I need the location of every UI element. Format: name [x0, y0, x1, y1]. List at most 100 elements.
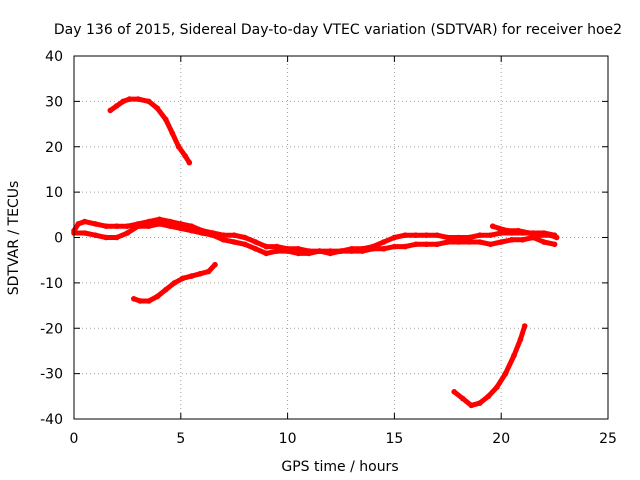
y-tick-label: -30 [40, 367, 63, 383]
data-point [316, 248, 323, 254]
data-point [103, 223, 109, 229]
data-point [146, 98, 152, 105]
data-point [180, 275, 186, 282]
data-point [509, 237, 515, 243]
data-point [391, 234, 398, 241]
data-point [175, 144, 182, 150]
data-point [434, 241, 440, 248]
data-point [163, 286, 169, 293]
data-point [477, 232, 483, 238]
data-point [188, 223, 195, 229]
data-point [126, 96, 133, 102]
data-point [519, 237, 526, 243]
data-point [135, 223, 141, 229]
data-point [402, 243, 408, 250]
data-point [451, 389, 458, 395]
data-point [468, 402, 475, 409]
data-point [113, 103, 120, 109]
data-point [92, 221, 99, 227]
y-tick-label: -40 [40, 412, 63, 428]
data-point [124, 223, 131, 229]
data-point [274, 248, 280, 254]
data-point [212, 261, 218, 268]
data-point [178, 225, 184, 232]
data-point [494, 384, 500, 391]
data-point [359, 248, 366, 254]
data-point [120, 98, 126, 105]
x-tick-label: 10 [279, 431, 297, 447]
data-point [197, 271, 203, 277]
data-point [135, 96, 141, 102]
data-point [498, 239, 505, 245]
data-point [487, 232, 494, 238]
data-point [113, 234, 120, 241]
data-point [171, 280, 178, 286]
y-tick-label: 40 [45, 49, 63, 65]
x-tick-label: 15 [385, 431, 403, 447]
data-point [103, 234, 109, 241]
data-series [71, 96, 560, 409]
x-axis-label: GPS time / hours [281, 459, 398, 475]
data-point [423, 241, 430, 248]
data-point [477, 239, 483, 245]
data-point [380, 246, 387, 252]
data-point [113, 223, 120, 229]
x-tick-label: 25 [599, 431, 617, 447]
data-point [485, 393, 492, 400]
data-point [263, 250, 270, 257]
data-point [515, 227, 522, 234]
data-point [107, 107, 114, 114]
plot-frame [73, 55, 609, 420]
data-point [489, 223, 496, 229]
data-point [81, 218, 88, 225]
data-point [182, 153, 188, 159]
data-point [445, 239, 451, 245]
data-point [156, 216, 163, 223]
data-point [167, 223, 173, 229]
data-point [156, 221, 163, 227]
data-point [551, 241, 558, 248]
data-point [295, 246, 302, 252]
y-tick-label: -10 [40, 276, 63, 292]
data-point [137, 298, 143, 304]
data-point [210, 232, 216, 238]
data-point [186, 159, 193, 166]
data-point [295, 250, 302, 257]
data-point [455, 234, 462, 241]
data-point [188, 273, 195, 279]
data-point [199, 230, 205, 236]
data-point [477, 400, 483, 406]
data-point [504, 227, 511, 234]
y-tick-label: 0 [54, 231, 63, 247]
x-tick-label: 5 [176, 431, 185, 447]
data-point [205, 268, 212, 275]
data-point [517, 336, 524, 343]
data-point [327, 250, 334, 257]
data-point [75, 221, 82, 227]
data-point [445, 234, 451, 241]
data-point [526, 230, 532, 236]
data-point [423, 232, 430, 238]
data-point [502, 370, 509, 377]
y-tick-label: 10 [45, 185, 63, 201]
data-point [391, 243, 398, 250]
data-point [553, 234, 560, 241]
data-point [163, 116, 169, 123]
data-point [284, 248, 291, 254]
data-point [124, 230, 131, 236]
y-tick-label: -20 [40, 321, 63, 337]
data-point [220, 237, 227, 243]
series-line [71, 221, 558, 256]
data-point [547, 232, 554, 238]
data-point [188, 227, 195, 234]
data-point [402, 232, 408, 238]
data-point [242, 234, 248, 241]
data-point [154, 105, 161, 111]
data-point [242, 241, 248, 248]
data-point [169, 130, 176, 136]
data-point [263, 243, 270, 250]
data-point [434, 232, 440, 238]
data-point [496, 225, 502, 232]
data-point [81, 230, 88, 236]
data-point [92, 232, 99, 238]
